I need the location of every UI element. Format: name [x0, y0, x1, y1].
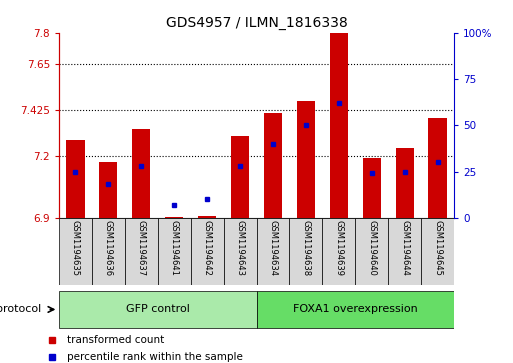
- Bar: [224, 218, 256, 285]
- Text: GSM1194645: GSM1194645: [433, 220, 442, 276]
- Text: GSM1194636: GSM1194636: [104, 220, 113, 276]
- Text: GSM1194644: GSM1194644: [400, 220, 409, 276]
- Text: GSM1194639: GSM1194639: [334, 220, 343, 276]
- Bar: [59, 291, 256, 328]
- Bar: [428, 118, 447, 218]
- Text: protocol: protocol: [0, 305, 41, 314]
- Text: GSM1194643: GSM1194643: [235, 220, 245, 276]
- Bar: [165, 217, 183, 218]
- Text: FOXA1 overexpression: FOXA1 overexpression: [293, 305, 418, 314]
- Bar: [297, 101, 315, 218]
- Bar: [396, 148, 413, 218]
- Bar: [92, 218, 125, 285]
- Text: GSM1194634: GSM1194634: [268, 220, 278, 276]
- Text: transformed count: transformed count: [67, 335, 164, 345]
- Bar: [231, 135, 249, 218]
- Text: GSM1194640: GSM1194640: [367, 220, 376, 276]
- Bar: [100, 162, 117, 218]
- Bar: [421, 218, 454, 285]
- Bar: [289, 218, 322, 285]
- Text: GSM1194638: GSM1194638: [301, 220, 310, 276]
- Bar: [158, 218, 191, 285]
- Text: GSM1194637: GSM1194637: [137, 220, 146, 276]
- Bar: [330, 33, 348, 218]
- Bar: [66, 140, 85, 218]
- Bar: [388, 218, 421, 285]
- Bar: [125, 218, 158, 285]
- Text: GSM1194635: GSM1194635: [71, 220, 80, 276]
- Bar: [355, 218, 388, 285]
- Text: percentile rank within the sample: percentile rank within the sample: [67, 352, 243, 362]
- Bar: [198, 216, 216, 218]
- Text: GSM1194642: GSM1194642: [203, 220, 212, 276]
- Bar: [256, 218, 289, 285]
- Bar: [191, 218, 224, 285]
- Bar: [264, 113, 282, 218]
- Bar: [322, 218, 355, 285]
- Text: GFP control: GFP control: [126, 305, 190, 314]
- Bar: [363, 158, 381, 218]
- Title: GDS4957 / ILMN_1816338: GDS4957 / ILMN_1816338: [166, 16, 347, 30]
- Bar: [132, 129, 150, 218]
- Bar: [256, 291, 454, 328]
- Bar: [59, 218, 92, 285]
- Text: GSM1194641: GSM1194641: [170, 220, 179, 276]
